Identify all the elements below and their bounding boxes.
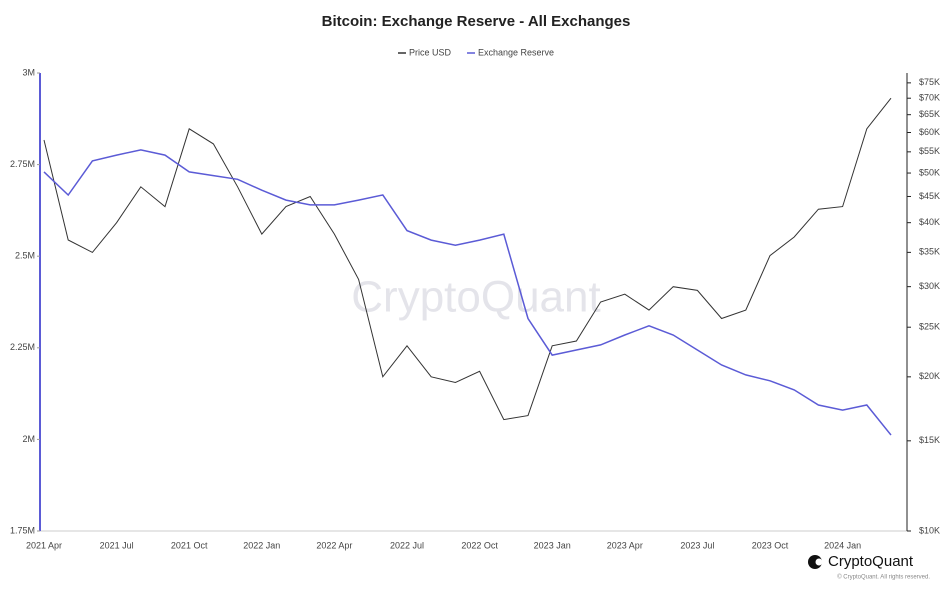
x-tick-label: 2023 Jul <box>680 540 714 550</box>
watermark: CryptoQuant <box>351 273 600 322</box>
y-tick-label: 3M <box>22 67 35 77</box>
y2-tick-label: $70K <box>919 93 940 103</box>
x-tick-label: 2023 Oct <box>752 540 789 550</box>
copyright: © CryptoQuant. All rights reserved. <box>837 574 930 581</box>
y2-tick-label: $65K <box>919 109 940 119</box>
series-line <box>43 97 892 421</box>
y2-tick-label: $50K <box>919 167 940 177</box>
x-tick-label: 2021 Oct <box>171 540 208 550</box>
y-tick-label: 2M <box>22 434 35 444</box>
x-tick-label: 2021 Apr <box>26 540 62 550</box>
x-tick-label: 2021 Jul <box>100 540 134 550</box>
series-line <box>43 149 892 436</box>
x-tick-label: 2023 Apr <box>607 540 643 550</box>
x-tick-label: 2022 Jan <box>243 540 280 550</box>
y2-tick-label: $25K <box>919 322 940 332</box>
x-tick-label: 2024 Jan <box>824 540 861 550</box>
y-tick-label: 1.75M <box>10 525 35 535</box>
y-tick-label: 2.25M <box>10 342 35 352</box>
y2-tick-label: $15K <box>919 435 940 445</box>
y-tick-label: 2.5M <box>15 251 35 261</box>
brand: CryptoQuant <box>828 553 914 570</box>
y2-tick-label: $75K <box>919 77 940 87</box>
y2-tick-label: $55K <box>919 146 940 156</box>
y-tick-label: 2.75M <box>10 159 35 169</box>
y2-tick-label: $10K <box>919 525 940 535</box>
y2-tick-label: $30K <box>919 281 940 291</box>
y2-tick-label: $45K <box>919 191 940 201</box>
y2-tick-label: $40K <box>919 217 940 227</box>
x-tick-label: 2022 Oct <box>461 540 498 550</box>
y2-tick-label: $60K <box>919 127 940 137</box>
legend-label: Exchange Reserve <box>478 47 554 57</box>
x-tick-label: 2022 Jul <box>390 540 424 550</box>
legend-label: Price USD <box>409 47 452 57</box>
y2-tick-label: $35K <box>919 247 940 257</box>
brand-logo <box>808 555 823 569</box>
y2-tick-label: $20K <box>919 371 940 381</box>
x-tick-label: 2023 Jan <box>534 540 571 550</box>
x-tick-label: 2022 Apr <box>316 540 352 550</box>
chart-title: Bitcoin: Exchange Reserve - All Exchange… <box>322 13 631 30</box>
